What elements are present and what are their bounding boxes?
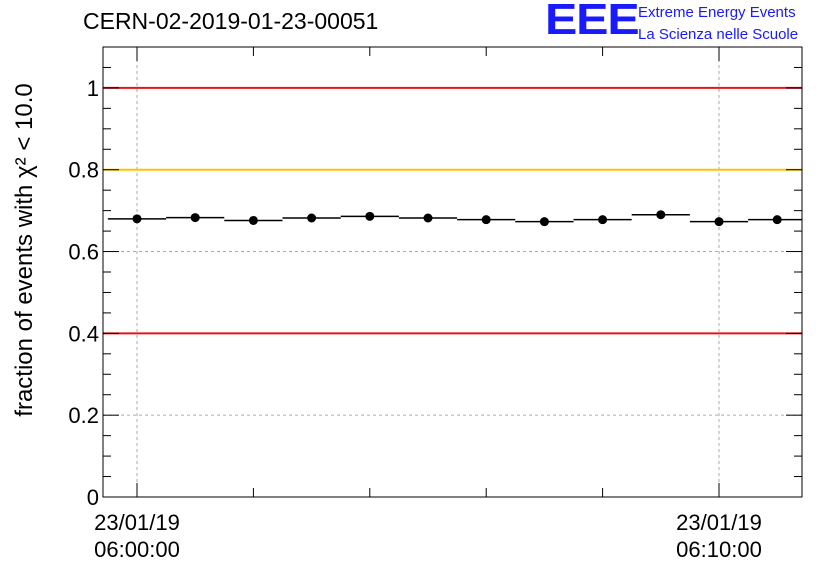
data-point	[248, 215, 258, 225]
data-point	[132, 214, 142, 224]
plot-frame-rect	[102, 46, 803, 498]
grid-layer	[103, 47, 802, 497]
x-tick-label-date: 23/01/19	[676, 510, 762, 535]
chart-title: CERN-02-2019-01-23-00051	[83, 8, 379, 34]
eee-logo: EEE Extreme Energy Events La Scienza nel…	[545, 0, 835, 46]
x-tick-label-date: 23/01/19	[94, 510, 180, 535]
data-point	[714, 217, 724, 227]
y-tick-label: 1	[87, 76, 99, 101]
data-point	[539, 217, 549, 227]
y-axis-label: fraction of events with χ² < 10.0	[11, 83, 38, 416]
y-tick-label: 0.2	[68, 403, 99, 428]
x-tick-label-time: 06:00:00	[94, 537, 180, 562]
y-tick-label: 0.8	[68, 158, 99, 183]
data-point	[423, 213, 433, 223]
data-point	[307, 213, 317, 223]
logo-line-extreme-energy-events: Extreme Energy Events	[638, 4, 796, 21]
logo-line-scienza-scuole: La Scienza nelle Scuole	[638, 26, 799, 43]
data-point	[598, 215, 608, 225]
eee-logo-mark: EEE	[545, 0, 640, 44]
x-tick-label-time: 06:10:00	[676, 537, 762, 562]
data-point	[656, 210, 666, 220]
plot-frame	[102, 46, 803, 498]
data-point	[365, 211, 375, 221]
data-point	[190, 213, 200, 223]
y-tick-label: 0	[87, 485, 99, 510]
y-tick-label: 0.6	[68, 240, 99, 265]
data-point	[481, 215, 491, 225]
data-point	[772, 215, 782, 225]
y-tick-label: 0.4	[68, 321, 99, 346]
reference-lines	[103, 86, 802, 335]
data-series	[107, 210, 802, 227]
axis-labels: 00.20.40.60.8123/01/1906:00:0023/01/1906…	[11, 76, 762, 562]
